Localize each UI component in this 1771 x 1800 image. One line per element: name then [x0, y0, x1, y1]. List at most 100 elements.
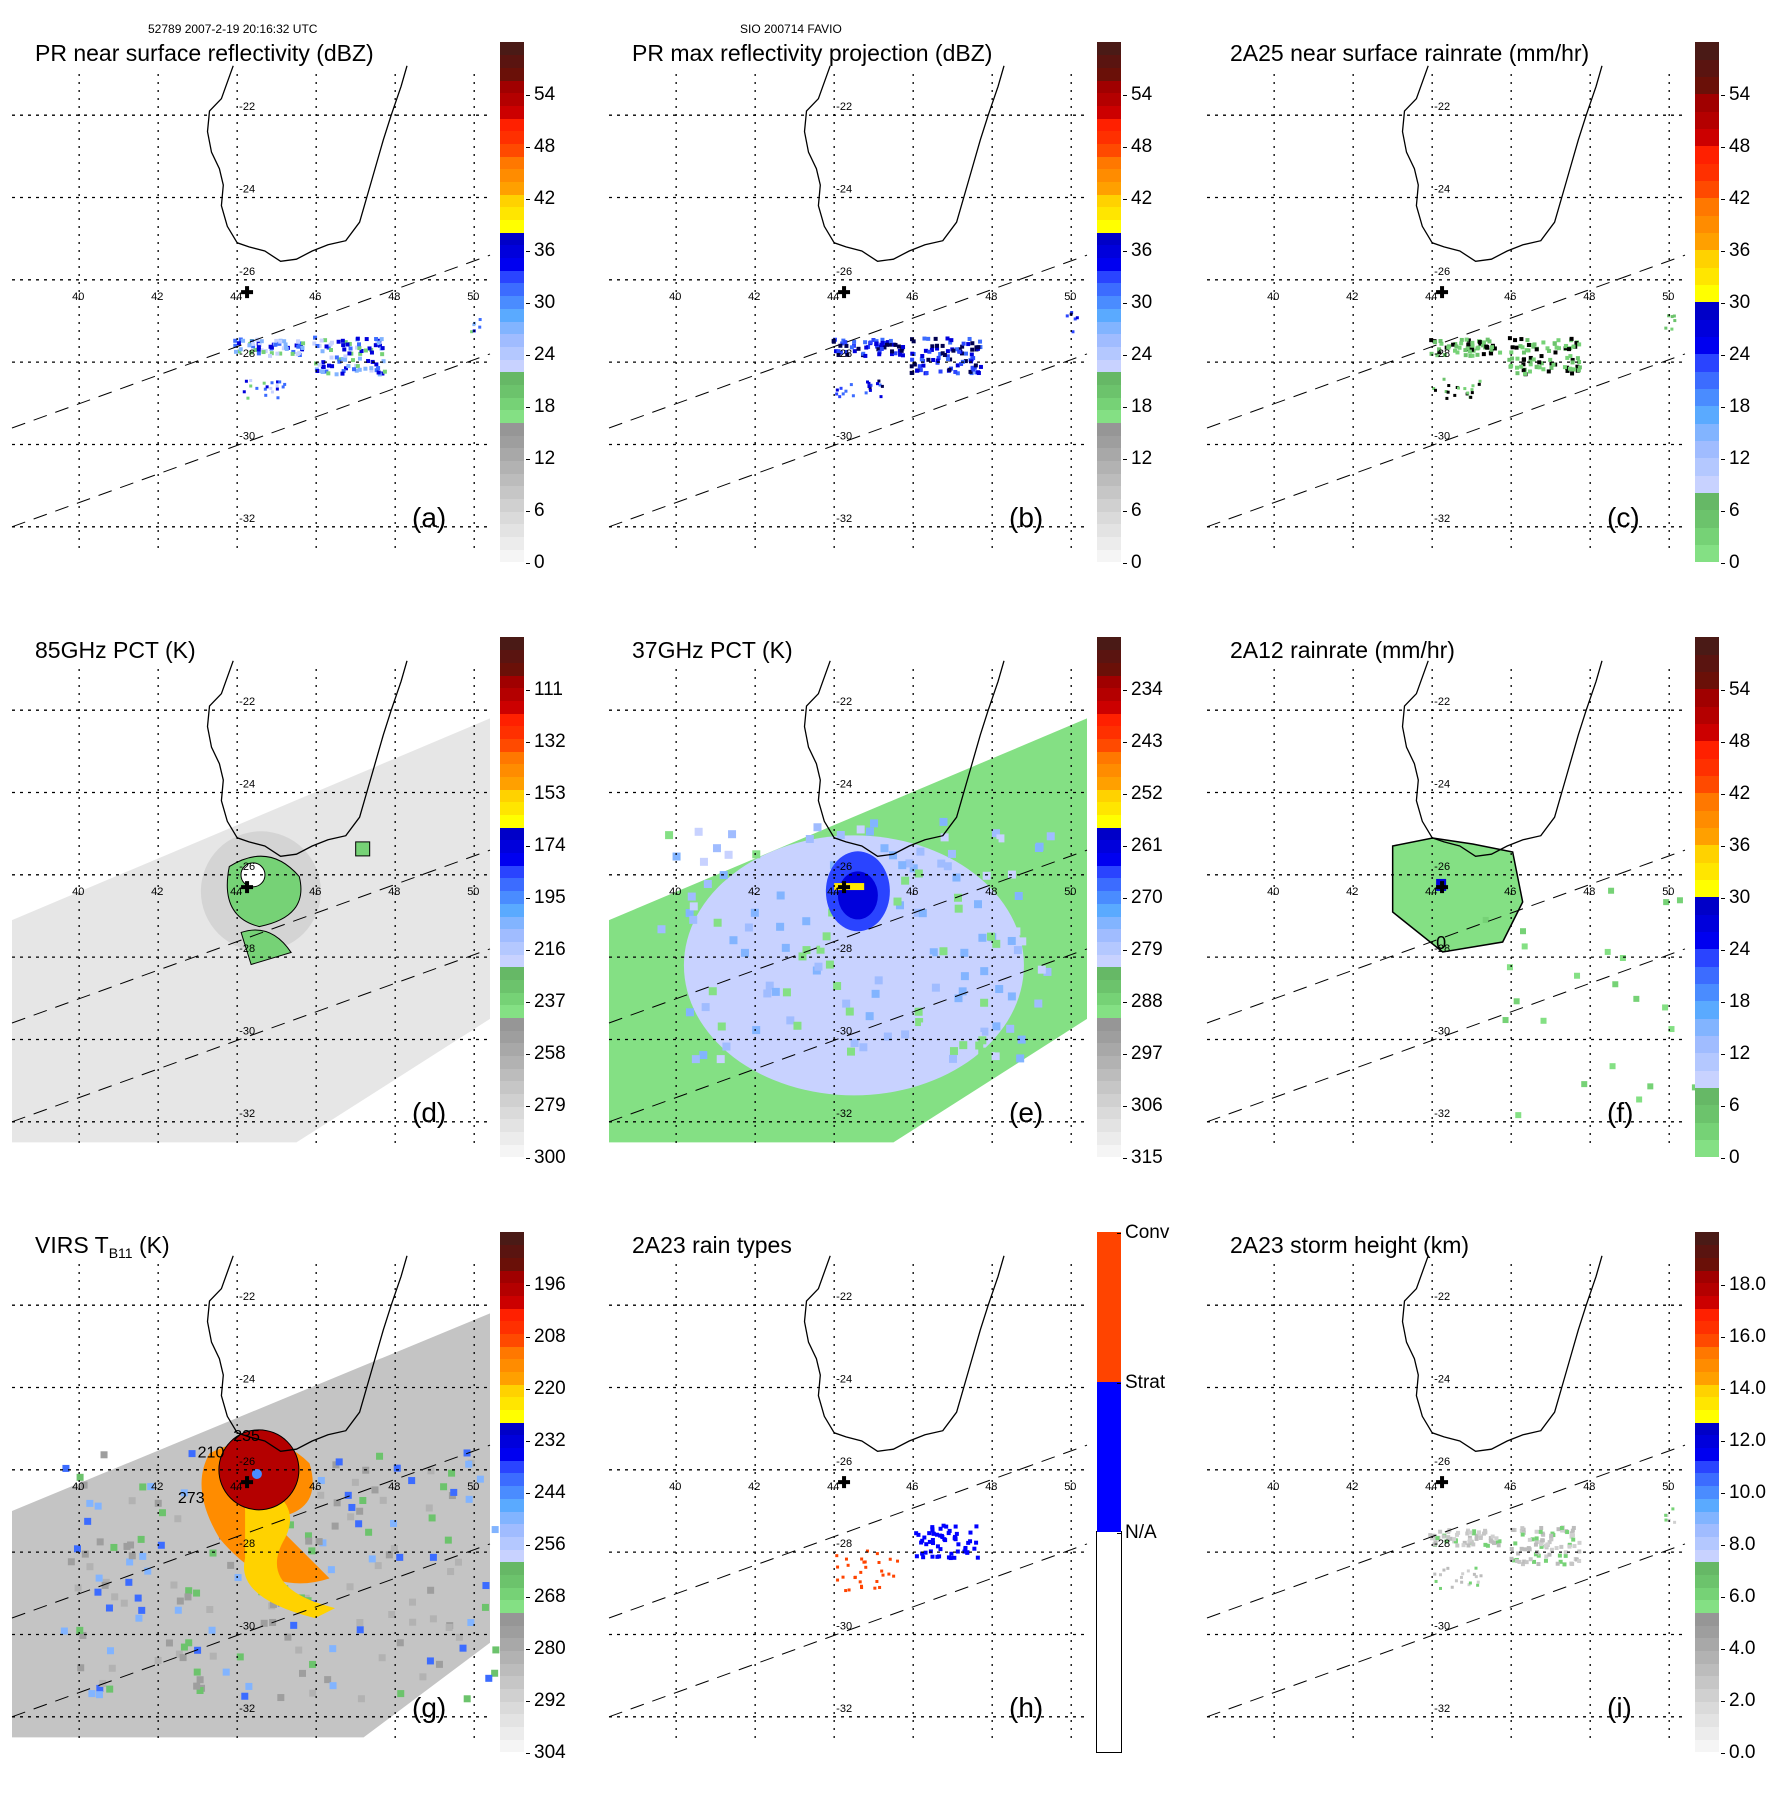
rain-pixel [923, 1550, 928, 1555]
rain-pixel [1475, 352, 1480, 357]
colorbar-tick-label: 42 [1720, 783, 1751, 804]
rain-pixel [301, 341, 306, 346]
rain-pixel [296, 344, 301, 349]
lat-label: -24 [1434, 183, 1450, 195]
rain-pixel [1071, 330, 1075, 334]
rain-pixel [1537, 360, 1542, 365]
colorbar-segment [1097, 1106, 1121, 1120]
rain-pixel [954, 994, 963, 1003]
rain-pixel [840, 341, 845, 346]
lon-label: 48 [985, 291, 997, 303]
rain-pixel [968, 369, 973, 374]
rain-pixel [874, 342, 879, 347]
rain-pixel [1513, 998, 1520, 1005]
rain-pixel [1670, 315, 1674, 319]
colorbar-segment [1097, 194, 1121, 208]
rain-pixel [942, 1537, 947, 1542]
rain-pixel [1437, 347, 1442, 352]
rain-pixel [1485, 1543, 1490, 1548]
rain-pixel [343, 354, 348, 359]
colorbar-segment [1695, 845, 1719, 863]
colorbar-segment [1097, 447, 1121, 462]
grid-labels: 40 42 44 46 48 50-22-24-26-28-30-32 [669, 696, 1076, 1120]
rain-pixel [328, 348, 333, 353]
rain-pixel [863, 340, 868, 345]
rain-pixel [965, 1550, 970, 1555]
lon-label: 46 [906, 886, 918, 898]
lon-label: 46 [309, 291, 321, 303]
rain-pixel [1476, 1530, 1481, 1535]
rain-pixel [1446, 345, 1451, 350]
colorbar-segment [1097, 1093, 1121, 1107]
rain-pixel [96, 1684, 104, 1692]
colorbar-segment [1695, 637, 1719, 655]
rain-pixel [793, 1021, 802, 1030]
rain-pixel [1474, 1566, 1478, 1570]
colorbar-segment [500, 1434, 524, 1449]
rain-pixel [916, 1532, 921, 1537]
rain-pixel [698, 917, 707, 926]
rain-pixel [942, 352, 947, 357]
rain-pixel [1489, 345, 1494, 350]
rain-pixel [1065, 314, 1069, 318]
colorbar-segment [500, 751, 524, 765]
rain-pixel [426, 1657, 434, 1665]
rain-pixel [920, 1022, 929, 1031]
colorbar-segment [500, 1663, 524, 1677]
rain-pixel [865, 1012, 874, 1021]
colorbar-segment [1695, 128, 1719, 147]
colorbar-segment [500, 1144, 524, 1158]
colorbar-tick-label: 174 [526, 835, 566, 856]
rain-pixel [1556, 338, 1561, 343]
rain-pixel [1549, 1547, 1554, 1552]
rain-pixel [1432, 1542, 1437, 1547]
rain-pixel [1510, 1527, 1515, 1532]
rain-pixel [1453, 393, 1457, 397]
colorbar-segment [500, 67, 524, 81]
colorbar-segment [500, 877, 524, 892]
colorbar-tick-label: 18 [1720, 991, 1751, 1012]
colorbar-segment [1097, 397, 1121, 411]
colorbar-segment [1097, 738, 1121, 752]
rain-pixel [940, 351, 945, 356]
rain-pixel [348, 346, 353, 351]
rain-pixel [1522, 357, 1527, 362]
lon-label: 46 [1504, 886, 1516, 898]
rain-pixel [96, 1538, 104, 1546]
colorbar-tick-label: 8.0 [1720, 1534, 1756, 1555]
colorbar-segment [1097, 485, 1121, 500]
colorbar-segment [1097, 789, 1121, 803]
rain-pixel [340, 338, 345, 343]
rain-pixel [1554, 1546, 1559, 1551]
colorbar-segment [500, 333, 524, 347]
rain-pixel [273, 342, 278, 347]
colorbar-segment [500, 637, 524, 651]
rain-pixel [847, 1047, 856, 1056]
rain-pixel [934, 1532, 939, 1537]
rain-pixel [763, 989, 772, 998]
colorbar-segment [500, 1042, 524, 1057]
rain-pixel [286, 1521, 294, 1529]
colorbar-segment [1097, 156, 1121, 170]
rain-pixel [927, 1539, 932, 1544]
lon-label: 42 [748, 886, 760, 898]
colorbar-tick-label: 36 [525, 240, 556, 261]
rain-pixel [354, 345, 359, 350]
grid-labels: 40 42 44 46 48 50-22-24-26-28-30-32 [669, 1291, 1076, 1715]
lat-lon-grid [1207, 669, 1687, 1143]
rain-pixel [914, 1007, 923, 1016]
rain-pixel [919, 1540, 924, 1545]
colorbar-segment [1695, 111, 1719, 130]
lon-label: 46 [906, 1481, 918, 1493]
rain-pixel [1541, 367, 1546, 372]
rain-pixel [1521, 368, 1526, 373]
colorbar-segment [1695, 250, 1719, 268]
rain-pixel [920, 354, 925, 359]
rain-pixel [1555, 1561, 1560, 1566]
rain-pixel [1523, 1547, 1528, 1552]
rain-pixel [313, 335, 318, 340]
rain-pixel [880, 340, 885, 345]
rain-pixel [1570, 371, 1575, 376]
rain-pixel [1459, 337, 1464, 342]
lon-label: 44 [230, 291, 242, 303]
